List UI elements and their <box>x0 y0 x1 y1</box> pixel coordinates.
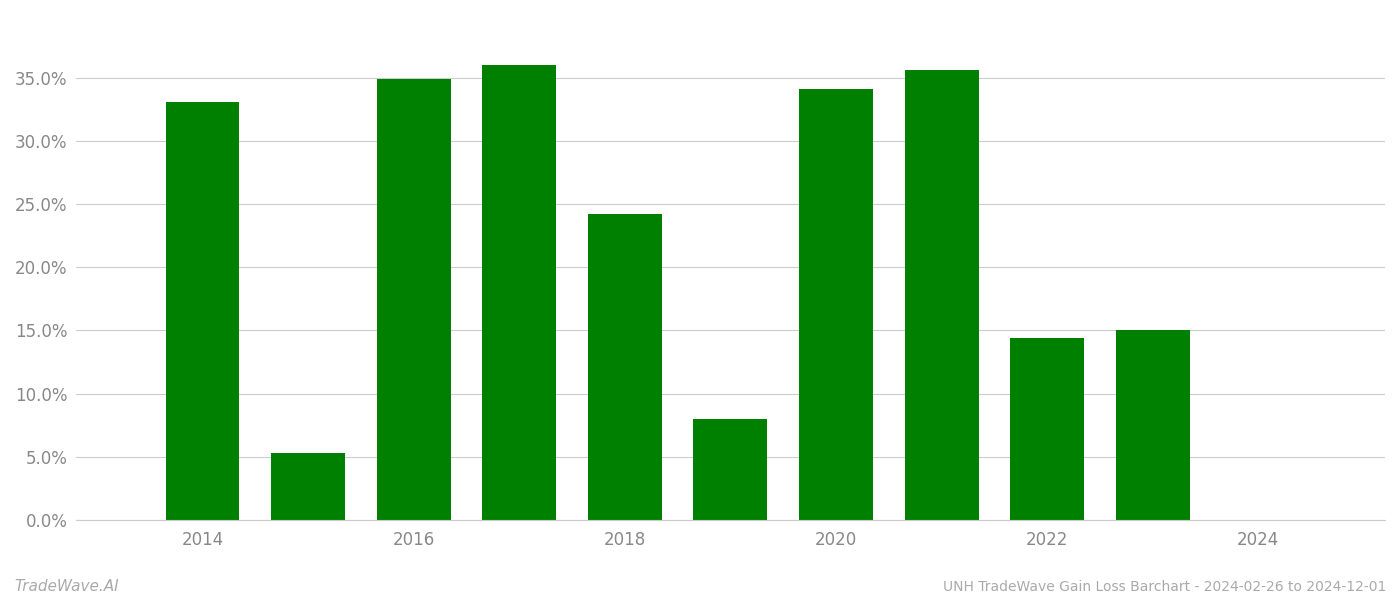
Bar <box>165 102 239 520</box>
Bar <box>377 79 451 520</box>
Bar <box>588 214 662 520</box>
Bar <box>483 65 556 520</box>
Bar <box>1116 331 1190 520</box>
Text: TradeWave.AI: TradeWave.AI <box>14 579 119 594</box>
Bar <box>904 70 979 520</box>
Bar <box>1011 338 1084 520</box>
Bar <box>272 453 344 520</box>
Text: UNH TradeWave Gain Loss Barchart - 2024-02-26 to 2024-12-01: UNH TradeWave Gain Loss Barchart - 2024-… <box>942 580 1386 594</box>
Bar <box>799 89 874 520</box>
Bar <box>693 419 767 520</box>
